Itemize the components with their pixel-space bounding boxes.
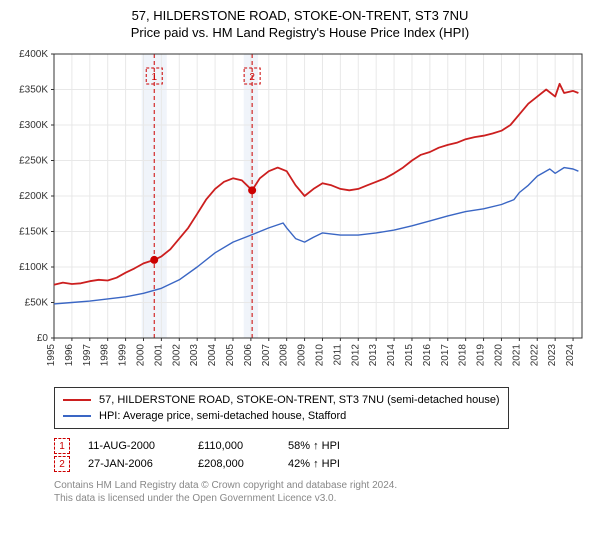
sale-pct-2: 42% ↑ HPI: [288, 458, 388, 470]
sales-table: 1 11-AUG-2000 £110,000 58% ↑ HPI 2 27-JA…: [54, 437, 588, 473]
titles-block: 57, HILDERSTONE ROAD, STOKE-ON-TRENT, ST…: [12, 8, 588, 40]
chart-container: 57, HILDERSTONE ROAD, STOKE-ON-TRENT, ST…: [0, 0, 600, 560]
svg-text:1995: 1995: [46, 344, 57, 367]
svg-text:2015: 2015: [404, 344, 415, 367]
svg-text:2022: 2022: [529, 344, 540, 367]
footnote: Contains HM Land Registry data © Crown c…: [54, 479, 588, 505]
svg-text:£400K: £400K: [19, 49, 48, 60]
sale-pct-1: 58% ↑ HPI: [288, 440, 388, 452]
legend-box: 57, HILDERSTONE ROAD, STOKE-ON-TRENT, ST…: [54, 387, 509, 429]
svg-text:2008: 2008: [279, 344, 290, 367]
svg-text:2024: 2024: [565, 344, 576, 367]
sale-row-1: 1 11-AUG-2000 £110,000 58% ↑ HPI: [54, 437, 588, 455]
legend-swatch-hpi: [63, 415, 91, 417]
svg-text:2003: 2003: [189, 344, 200, 367]
svg-text:2012: 2012: [350, 344, 361, 367]
chart-svg: £0 £50K £100K £150K £200K £250K £300K £350K £400…: [12, 46, 588, 376]
svg-text:2004: 2004: [207, 344, 218, 367]
sale-price-1: £110,000: [198, 440, 288, 452]
svg-text:£50K: £50K: [25, 298, 49, 309]
svg-text:£300K: £300K: [19, 120, 48, 131]
sale-row-2: 2 27-JAN-2006 £208,000 42% ↑ HPI: [54, 455, 588, 473]
svg-text:2006: 2006: [243, 344, 254, 367]
legend-row-hpi: HPI: Average price, semi-detached house,…: [63, 408, 500, 424]
footnote-line1: Contains HM Land Registry data © Crown c…: [54, 479, 588, 492]
legend-label-price-paid: 57, HILDERSTONE ROAD, STOKE-ON-TRENT, ST…: [99, 394, 500, 406]
svg-text:2020: 2020: [493, 344, 504, 367]
svg-text:2014: 2014: [386, 344, 397, 367]
legend-row-price-paid: 57, HILDERSTONE ROAD, STOKE-ON-TRENT, ST…: [63, 392, 500, 408]
svg-text:2016: 2016: [422, 344, 433, 367]
svg-text:£350K: £350K: [19, 85, 48, 96]
title-subtitle: Price paid vs. HM Land Registry's House …: [12, 25, 588, 40]
svg-text:2: 2: [249, 72, 255, 83]
sale-date-2: 27-JAN-2006: [88, 458, 198, 470]
sale-price-2: £208,000: [198, 458, 288, 470]
svg-text:2013: 2013: [368, 344, 379, 367]
svg-text:2005: 2005: [225, 344, 236, 367]
svg-text:2001: 2001: [153, 344, 164, 367]
chart-area: £0 £50K £100K £150K £200K £250K £300K £350K £400…: [12, 46, 588, 381]
sale-date-1: 11-AUG-2000: [88, 440, 198, 452]
sale-marker-1: 1: [54, 438, 70, 454]
legend-swatch-price-paid: [63, 399, 91, 401]
svg-text:2000: 2000: [135, 344, 146, 367]
svg-text:2017: 2017: [440, 344, 451, 367]
svg-text:1997: 1997: [82, 344, 93, 367]
sale-marker-2: 2: [54, 456, 70, 472]
svg-text:2009: 2009: [297, 344, 308, 367]
svg-text:2002: 2002: [171, 344, 182, 367]
svg-text:1999: 1999: [118, 344, 129, 367]
svg-text:£0: £0: [37, 333, 49, 344]
svg-text:2023: 2023: [547, 344, 558, 367]
svg-text:1996: 1996: [64, 344, 75, 367]
svg-text:£150K: £150K: [19, 227, 48, 238]
svg-text:2021: 2021: [511, 344, 522, 367]
svg-text:2011: 2011: [332, 344, 343, 366]
svg-text:£200K: £200K: [19, 191, 48, 202]
svg-text:£100K: £100K: [19, 262, 48, 273]
svg-text:2010: 2010: [314, 344, 325, 367]
svg-text:2007: 2007: [261, 344, 272, 367]
title-address: 57, HILDERSTONE ROAD, STOKE-ON-TRENT, ST…: [12, 8, 588, 23]
footnote-line2: This data is licensed under the Open Gov…: [54, 492, 588, 505]
legend-label-hpi: HPI: Average price, semi-detached house,…: [99, 410, 346, 422]
svg-text:2018: 2018: [458, 344, 469, 367]
svg-text:1998: 1998: [100, 344, 111, 367]
svg-text:£250K: £250K: [19, 156, 48, 167]
svg-text:2019: 2019: [476, 344, 487, 367]
svg-text:1: 1: [151, 72, 157, 83]
